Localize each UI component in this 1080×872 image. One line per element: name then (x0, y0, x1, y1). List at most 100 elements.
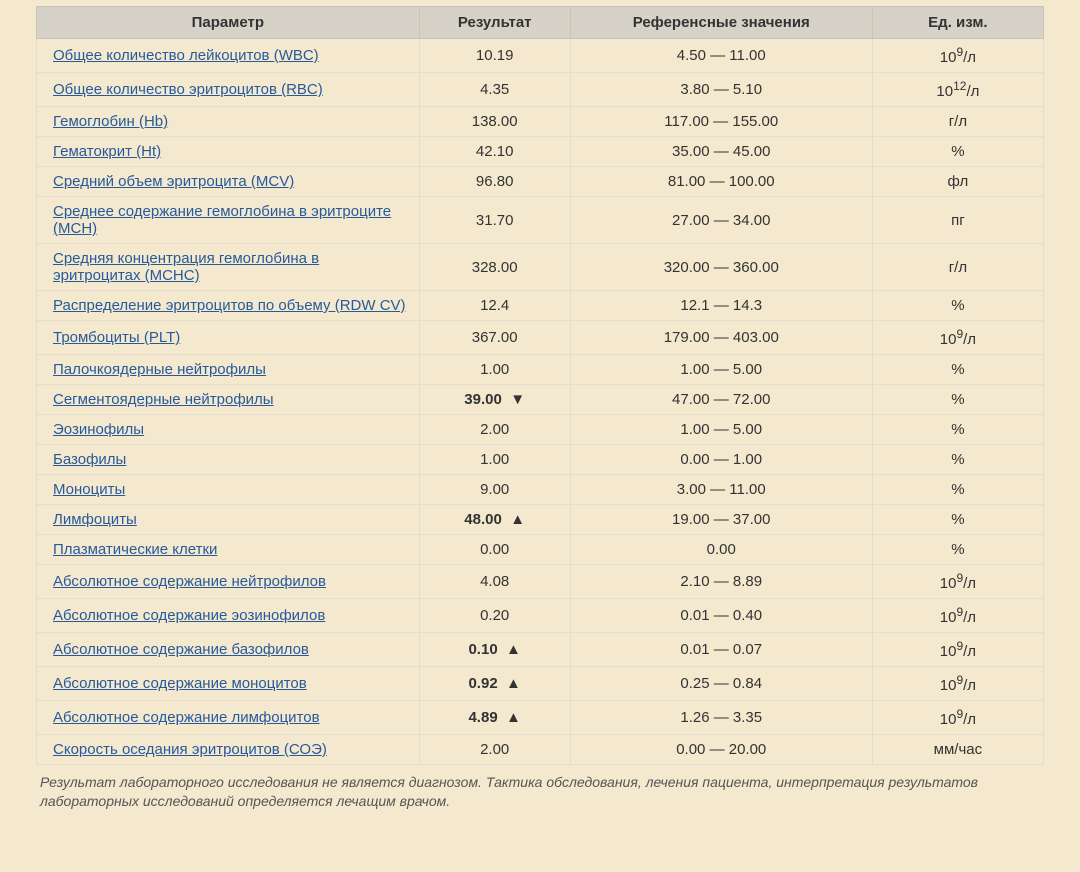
table-row: Абсолютное содержание лимфоцитов4.89 ▲1.… (37, 701, 1044, 735)
cell-reference-range: 0.00 — 20.00 (570, 735, 872, 765)
cell-reference-range: 0.01 — 0.40 (570, 599, 872, 633)
column-header: Ед. изм. (872, 7, 1043, 39)
cell-result: 96.80 (419, 167, 570, 197)
parameter-link[interactable]: Лимфоциты (53, 511, 137, 528)
cell-result: 12.4 (419, 291, 570, 321)
result-value: 0.00 (480, 541, 509, 558)
cell-unit: % (872, 535, 1043, 565)
cell-parameter: Тромбоциты (PLT) (37, 321, 420, 355)
cell-reference-range: 2.10 — 8.89 (570, 565, 872, 599)
cell-reference-range: 35.00 — 45.00 (570, 137, 872, 167)
cell-parameter: Базофилы (37, 445, 420, 475)
cell-result: 2.00 (419, 415, 570, 445)
cell-parameter: Общее количество эритроцитов (RBC) (37, 73, 420, 107)
cell-reference-range: 1.00 — 5.00 (570, 415, 872, 445)
cell-parameter: Средняя концентрация гемоглобина в эритр… (37, 244, 420, 291)
cell-unit: 109/л (872, 633, 1043, 667)
cell-reference-range: 3.00 — 11.00 (570, 475, 872, 505)
cell-reference-range: 0.25 — 0.84 (570, 667, 872, 701)
cell-parameter: Абсолютное содержание эозинофилов (37, 599, 420, 633)
column-header: Результат (419, 7, 570, 39)
parameter-link[interactable]: Базофилы (53, 451, 126, 468)
parameter-link[interactable]: Средняя концентрация гемоглобина в эритр… (53, 250, 319, 284)
cell-unit: 1012/л (872, 73, 1043, 107)
cell-unit: г/л (872, 107, 1043, 137)
table-row: Абсолютное содержание нейтрофилов 4.08 2.1… (37, 565, 1044, 599)
parameter-link[interactable]: Средний объем эритроцита (MCV) (53, 173, 294, 190)
table-head: ПараметрРезультатРеференсные значенияЕд.… (37, 7, 1044, 39)
cell-parameter: Скорость оседания эритроцитов (СОЭ) (37, 735, 420, 765)
cell-reference-range: 0.01 — 0.07 (570, 633, 872, 667)
result-value: 39.00 (464, 391, 502, 408)
cell-unit: % (872, 475, 1043, 505)
parameter-link[interactable]: Плазматические клетки (53, 541, 217, 558)
flag-up-icon: ▲ (506, 675, 521, 692)
result-value: 4.89 (468, 709, 497, 726)
cell-parameter: Гематокрит (Ht) (37, 137, 420, 167)
parameter-link[interactable]: Сегментоядерные нейтрофилы (53, 391, 274, 408)
parameter-link[interactable]: Общее количество эритроцитов (RBC) (53, 81, 323, 98)
result-value: 0.92 (468, 675, 497, 692)
parameter-link[interactable]: Абсолютное содержание нейтрофилов (53, 573, 326, 590)
cell-unit: г/л (872, 244, 1043, 291)
table-body: Общее количество лейкоцитов (WBC) 10.19 4.… (37, 39, 1044, 765)
result-value: 9.00 (480, 481, 509, 498)
column-header: Параметр (37, 7, 420, 39)
result-value: 4.35 (480, 81, 509, 98)
cell-parameter: Палочкоядерные нейтрофилы (37, 355, 420, 385)
cell-unit: % (872, 415, 1043, 445)
cell-parameter: Абсолютное содержание нейтрофилов (37, 565, 420, 599)
cell-result: 4.08 (419, 565, 570, 599)
disclaimer-footnote: Результат лабораторного исследования не … (36, 765, 1044, 811)
table-row: Общее количество лейкоцитов (WBC)10.194.… (37, 39, 1044, 73)
cell-result: 9.00 (419, 475, 570, 505)
parameter-link[interactable]: Абсолютное содержание лимфоцитов (53, 709, 320, 726)
result-value: 96.80 (476, 173, 514, 190)
table-row: Тромбоциты (PLT)367.00179.00 — 403.00109… (37, 321, 1044, 355)
cell-result: 0.20 (419, 599, 570, 633)
result-value: 0.20 (480, 607, 509, 624)
result-value: 4.08 (480, 573, 509, 590)
cell-parameter: Распределение эритроцитов по объему (RDW… (37, 291, 420, 321)
cell-unit: пг (872, 197, 1043, 244)
cell-parameter: Абсолютное содержание моноцитов (37, 667, 420, 701)
cell-parameter: Среднее содержание гемоглобина в эритроц… (37, 197, 420, 244)
result-value: 1.00 (480, 361, 509, 378)
parameter-link[interactable]: Тромбоциты (PLT) (53, 329, 180, 346)
parameter-link[interactable]: Абсолютное содержание базофилов (53, 641, 309, 658)
cell-parameter: Общее количество лейкоцитов (WBC) (37, 39, 420, 73)
table-header-row: ПараметрРезультатРеференсные значенияЕд.… (37, 7, 1044, 39)
cell-unit: фл (872, 167, 1043, 197)
parameter-link[interactable]: Моноциты (53, 481, 125, 498)
result-value: 328.00 (472, 259, 518, 276)
table-row: Средний объем эритроцита (MCV) 96.80 81.00… (37, 167, 1044, 197)
table-row: Палочкоядерные нейтрофилы1.001.00 — 5.00… (37, 355, 1044, 385)
parameter-link[interactable]: Распределение эритроцитов по объему (RDW… (53, 297, 406, 314)
parameter-link[interactable]: Скорость оседания эритроцитов (СОЭ) (53, 741, 327, 758)
result-value: 367.00 (472, 329, 518, 346)
parameter-link[interactable]: Эозинофилы (53, 421, 144, 438)
cell-reference-range: 81.00 — 100.00 (570, 167, 872, 197)
cell-result: 10.19 (419, 39, 570, 73)
parameter-link[interactable]: Общее количество лейкоцитов (WBC) (53, 47, 319, 64)
parameter-link[interactable]: Палочкоядерные нейтрофилы (53, 361, 266, 378)
table-row: Гемоглобин (Hb) 138.00 117.00 — 155.00г/л (37, 107, 1044, 137)
result-value: 48.00 (464, 511, 502, 528)
cell-parameter: Моноциты (37, 475, 420, 505)
parameter-link[interactable]: Абсолютное содержание моноцитов (53, 675, 307, 692)
table-row: Среднее содержание гемоглобина в эритроц… (37, 197, 1044, 244)
result-value: 138.00 (472, 113, 518, 130)
result-value: 1.00 (480, 451, 509, 468)
cell-parameter: Сегментоядерные нейтрофилы (37, 385, 420, 415)
parameter-link[interactable]: Абсолютное содержание эозинофилов (53, 607, 325, 624)
parameter-link[interactable]: Гематокрит (Ht) (53, 143, 161, 160)
result-value: 12.4 (480, 297, 509, 314)
cell-reference-range: 117.00 — 155.00 (570, 107, 872, 137)
cell-result: 367.00 (419, 321, 570, 355)
table-row: Моноциты 9.00 3.00 — 11.00% (37, 475, 1044, 505)
cell-parameter: Абсолютное содержание лимфоцитов (37, 701, 420, 735)
cell-unit: % (872, 445, 1043, 475)
parameter-link[interactable]: Гемоглобин (Hb) (53, 113, 168, 130)
parameter-link[interactable]: Среднее содержание гемоглобина в эритроц… (53, 203, 391, 237)
table-row: Распределение эритроцитов по объему (RDW… (37, 291, 1044, 321)
